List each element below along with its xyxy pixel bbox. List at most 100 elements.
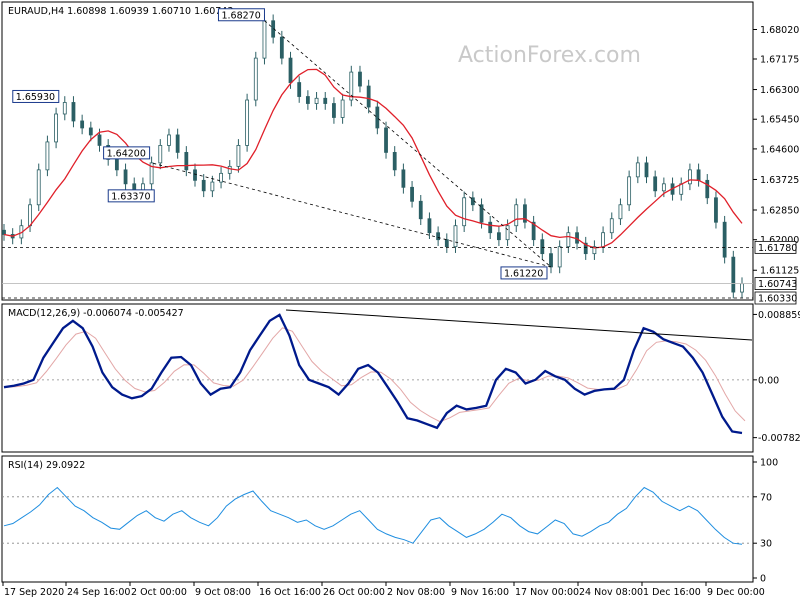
price-candle <box>45 135 50 177</box>
price-candle <box>609 212 614 239</box>
x-tick-label: 1 Dec 16:00 <box>643 587 701 598</box>
price-candle <box>462 191 467 233</box>
macd-y-tick-label: -0.007826 <box>758 433 800 444</box>
price-candle <box>88 121 93 142</box>
price-candle <box>279 30 284 65</box>
price-candle <box>410 181 414 208</box>
price-candle <box>540 233 545 260</box>
price-candle <box>219 167 223 189</box>
price-candle <box>705 174 710 205</box>
price-candle <box>375 100 380 135</box>
price-candle <box>62 96 67 121</box>
trendline-up <box>151 162 552 268</box>
macd-line <box>3 313 743 435</box>
price-candle <box>158 139 163 170</box>
rsi-y-tick-label: 0 <box>760 574 766 585</box>
price-candle <box>253 51 258 107</box>
price-candle <box>297 76 302 103</box>
price-y-tick-label: 1.68020 <box>760 25 799 36</box>
moving-average-line <box>3 68 743 249</box>
price-candle <box>340 93 345 124</box>
macd-y-tick-label: 0.00 <box>758 375 779 386</box>
price-candle <box>245 93 250 152</box>
price-y-tick-label: 1.61125 <box>760 266 799 277</box>
macd-panel-title: MACD(12,26,9) -0.006074 -0.005427 <box>8 308 184 319</box>
rsi-y-tick-label: 100 <box>760 458 778 469</box>
rsi-panel-title: RSI(14) 29.0922 <box>8 460 85 471</box>
rsi-panel <box>1 455 754 583</box>
price-candle <box>496 226 501 246</box>
price-candle <box>332 97 336 124</box>
rsi-y-tick-label: 70 <box>760 492 772 503</box>
price-candle <box>201 174 206 198</box>
price-y-tick-label: 1.67175 <box>760 54 799 65</box>
price-y-tick-label: 1.62850 <box>760 206 799 217</box>
svg-text:1.60330: 1.60330 <box>758 294 797 305</box>
price-annotation: 1.65930 <box>12 89 60 103</box>
price-candle <box>653 170 658 198</box>
price-candle <box>36 163 41 212</box>
price-candle <box>627 170 632 212</box>
price-candle <box>167 128 171 152</box>
x-tick-label: 2 Oct 00:00 <box>131 587 187 598</box>
x-tick-label: 9 Nov 16:00 <box>451 587 509 598</box>
price-candle <box>523 198 527 229</box>
price-candle <box>427 212 432 239</box>
price-candle <box>80 114 85 135</box>
x-tick-label: 24 Sep 16:00 <box>67 587 130 598</box>
price-candle <box>592 240 597 260</box>
price-y-tick-label: 1.66300 <box>760 85 799 96</box>
price-candle <box>366 79 371 114</box>
price-candle <box>314 91 319 110</box>
price-candle <box>436 226 441 246</box>
price-candle <box>418 194 423 226</box>
price-candle <box>123 163 128 191</box>
macd-trendline <box>285 309 753 341</box>
price-annotation: 1.63370 <box>107 189 155 203</box>
price-annotation: 1.64200 <box>103 146 151 160</box>
trendline-down <box>264 20 552 268</box>
price-candle <box>305 90 310 110</box>
price-candle <box>271 14 276 44</box>
svg-text:1.61780: 1.61780 <box>758 243 797 254</box>
x-tick-label: 2 Nov 08:00 <box>387 587 445 598</box>
price-candle <box>358 65 362 93</box>
price-candle <box>323 91 328 110</box>
price-candle <box>618 198 623 226</box>
price-y-tick-label: 1.62000 <box>760 235 799 246</box>
svg-text:1.63370: 1.63370 <box>111 191 150 202</box>
price-level-badge: 1.60743 <box>754 277 797 290</box>
price-candle <box>566 226 571 253</box>
macd-panel <box>1 303 754 453</box>
price-candle <box>644 156 649 184</box>
x-tick-label: 17 Nov 00:00 <box>515 587 579 598</box>
price-candle <box>384 121 388 159</box>
svg-text:1.64200: 1.64200 <box>107 148 146 159</box>
price-candle <box>2 223 6 241</box>
svg-text:1.61220: 1.61220 <box>504 268 543 279</box>
price-candle <box>193 163 197 187</box>
price-level-badge: 1.60330 <box>754 291 797 305</box>
price-candle <box>714 191 718 229</box>
macd-y-tick-label: 0.008859 <box>758 310 800 321</box>
price-candle <box>531 215 536 246</box>
price-panel-title: EURAUD,H4 1.60898 1.60939 1.60710 1.6074… <box>8 6 233 17</box>
x-tick-label: 9 Dec 00:00 <box>707 587 765 598</box>
rsi-line <box>3 486 743 545</box>
price-candle <box>514 198 519 233</box>
svg-text:1.65930: 1.65930 <box>16 92 55 103</box>
price-candle <box>635 156 640 184</box>
price-candle <box>227 160 232 180</box>
price-y-tick-label: 1.63725 <box>760 175 799 186</box>
price-candle <box>392 146 397 177</box>
rsi-y-tick-label: 30 <box>760 539 772 550</box>
price-level-badge: 1.61780 <box>754 240 797 254</box>
price-candle <box>688 163 692 191</box>
x-tick-label: 16 Oct 16:00 <box>259 587 321 598</box>
price-candle <box>583 236 588 260</box>
price-candle <box>149 156 154 191</box>
x-tick-label: 17 Sep 2020 <box>4 587 64 598</box>
price-candle <box>722 215 727 264</box>
svg-text:1.68270: 1.68270 <box>221 10 260 21</box>
